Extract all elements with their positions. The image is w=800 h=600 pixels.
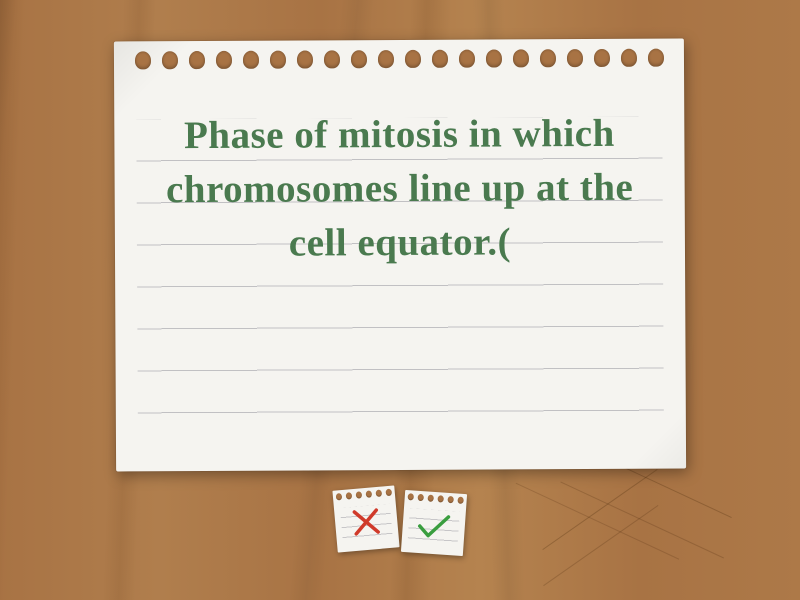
mini-spiral-hole: [336, 493, 343, 500]
cross-icon: [348, 504, 385, 541]
incorrect-button[interactable]: [332, 485, 399, 552]
flashcard-paper: Phase of mitosis in which chromosomes li…: [114, 39, 686, 472]
spiral-hole: [566, 49, 582, 67]
spiral-hole: [620, 49, 636, 67]
spiral-hole: [404, 50, 420, 68]
spiral-hole: [485, 49, 501, 67]
mini-spiral-hole: [376, 490, 383, 497]
spiral-hole: [593, 49, 609, 67]
spiral-hole: [350, 50, 366, 68]
spiral-binding-holes: [114, 49, 684, 70]
mini-spiral-hole: [437, 495, 443, 502]
correct-button[interactable]: [401, 490, 467, 556]
mini-spiral-hole: [356, 491, 363, 498]
spiral-hole: [296, 50, 312, 68]
mini-spiral-hole: [366, 490, 373, 497]
mini-spiral-holes: [333, 488, 395, 500]
mini-spiral-holes: [405, 493, 467, 504]
mini-spiral-hole: [346, 492, 353, 499]
answer-buttons-row: [335, 488, 465, 554]
spiral-hole: [242, 51, 258, 69]
spiral-hole: [539, 49, 555, 67]
question-text: Phase of mitosis in which chromosomes li…: [144, 107, 655, 272]
spiral-hole: [188, 51, 204, 69]
spiral-hole: [269, 51, 285, 69]
check-icon: [414, 508, 454, 545]
wood-background: Phase of mitosis in which chromosomes li…: [0, 0, 800, 600]
spiral-hole: [458, 50, 474, 68]
spiral-hole: [323, 50, 339, 68]
mini-spiral-hole: [418, 494, 424, 501]
mini-spiral-hole: [457, 497, 463, 504]
mini-spiral-hole: [385, 489, 392, 496]
spiral-hole: [647, 49, 663, 67]
mini-spiral-hole: [427, 495, 433, 502]
spiral-hole: [512, 49, 528, 67]
mini-spiral-hole: [447, 496, 453, 503]
spiral-hole: [161, 51, 177, 69]
spiral-hole: [215, 51, 231, 69]
spiral-hole: [134, 51, 150, 69]
mini-spiral-hole: [408, 493, 414, 500]
spiral-hole: [377, 50, 393, 68]
spiral-hole: [431, 50, 447, 68]
